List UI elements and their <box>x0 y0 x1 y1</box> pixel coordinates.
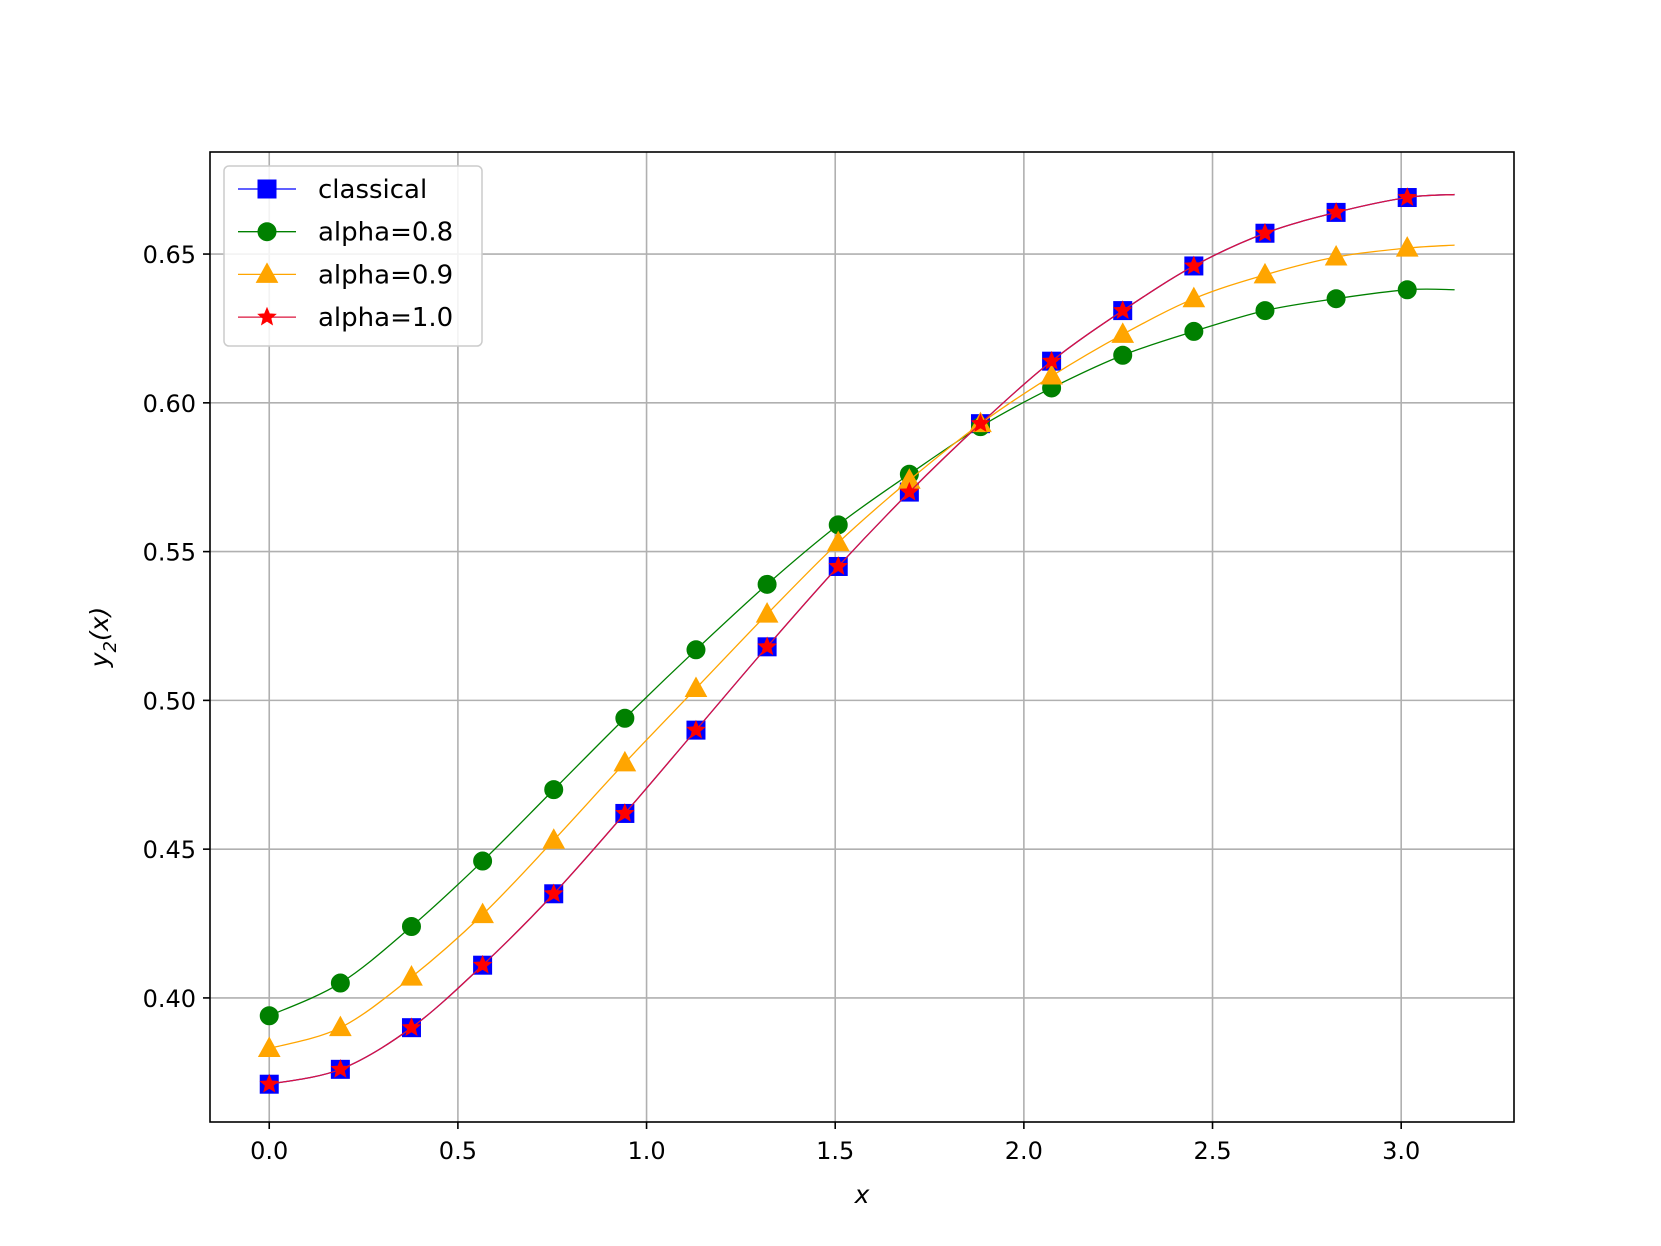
data-point <box>1326 289 1346 309</box>
data-point <box>757 636 777 656</box>
data-point <box>828 556 849 575</box>
x-tick-label: 1.0 <box>627 1137 665 1165</box>
data-point <box>329 1015 352 1037</box>
legend-entries: classical alpha=0.8 alpha=0.9 alpha=1.0 <box>238 175 453 333</box>
data-point <box>1111 322 1135 343</box>
data-point <box>543 883 564 903</box>
data-point <box>757 574 777 594</box>
data-point <box>970 413 991 433</box>
data-point <box>472 954 493 974</box>
legend-box <box>223 165 483 347</box>
y-tick-label: 0.65 <box>143 241 196 269</box>
y-axis-label-rest: (x) <box>85 607 114 641</box>
data-point <box>1041 350 1062 370</box>
data-point <box>544 780 564 800</box>
y-axis-label: y2(x) <box>85 607 121 669</box>
legend-label: alpha=0.8 <box>318 218 453 248</box>
y-tick-label: 0.45 <box>143 836 196 864</box>
legend-marker <box>257 222 277 242</box>
data-point <box>1324 245 1348 266</box>
data-point <box>686 640 706 660</box>
data-point <box>1395 236 1419 257</box>
legend-label: classical <box>318 175 427 205</box>
y-axis-label-main: y <box>85 651 114 668</box>
plot-frame <box>209 151 1515 1123</box>
legend-label: alpha=1.0 <box>318 303 453 333</box>
data-point <box>1255 301 1275 321</box>
series-4 <box>259 187 1455 1093</box>
x-tick-label: 2.5 <box>1193 1137 1231 1165</box>
legend-marker <box>255 262 279 283</box>
data-point <box>1112 300 1133 319</box>
data-point <box>1040 364 1063 385</box>
data-point <box>615 803 635 822</box>
data-point <box>330 1059 351 1078</box>
legend-entry: alpha=0.9 <box>238 260 453 290</box>
y-axis-label-subscript: 2 <box>100 641 121 652</box>
data-point <box>1184 255 1204 275</box>
data-point <box>542 828 566 849</box>
x-axis-ticks: 0.0 0.5 1.0 1.5 2.0 2.5 3.0 <box>250 1122 1420 1165</box>
data-point <box>1184 321 1204 341</box>
data-point <box>259 1006 279 1026</box>
data-point <box>473 851 493 871</box>
data-point <box>259 1073 280 1093</box>
y-tick-label: 0.40 <box>143 985 196 1013</box>
legend-entry: alpha=1.0 <box>238 303 453 333</box>
legend-entry: alpha=0.8 <box>238 218 453 248</box>
grid-lines <box>210 152 1514 1122</box>
series-3 <box>257 236 1455 1058</box>
data-point <box>755 602 779 623</box>
x-tick-label: 3.0 <box>1382 1137 1420 1165</box>
legend-marker <box>257 179 277 199</box>
data-point <box>330 973 350 993</box>
data-point <box>1255 222 1275 242</box>
x-tick-label: 1.5 <box>816 1137 854 1165</box>
y-axis-label-group: y2(x) <box>85 607 121 669</box>
data-point <box>1326 202 1346 221</box>
series-layer <box>257 187 1455 1094</box>
data-point <box>684 676 708 697</box>
data-point <box>471 902 494 924</box>
legend-entry: classical <box>238 175 427 205</box>
legend: classical alpha=0.8 alpha=0.9 alpha=1.0 <box>223 165 483 347</box>
legend-label: alpha=0.9 <box>318 260 453 290</box>
x-tick-label: 0.5 <box>439 1137 477 1165</box>
data-point <box>1182 286 1206 308</box>
data-point <box>1253 262 1277 284</box>
data-point <box>615 708 635 728</box>
x-tick-label: 0.0 <box>250 1137 288 1165</box>
x-axis-label: x <box>854 1180 870 1209</box>
data-point <box>613 750 637 772</box>
data-point <box>1113 345 1133 365</box>
data-point <box>826 530 850 552</box>
series-2 <box>259 280 1455 1026</box>
data-point <box>401 1017 422 1037</box>
data-point <box>401 917 421 937</box>
data-point <box>400 965 423 986</box>
data-point <box>686 719 706 739</box>
data-point <box>257 1036 281 1058</box>
data-point <box>1397 280 1417 300</box>
y-tick-label: 0.60 <box>143 390 196 418</box>
legend-marker <box>257 306 277 326</box>
x-tick-label: 2.0 <box>1005 1137 1043 1165</box>
data-point <box>899 481 920 501</box>
data-point <box>1397 187 1418 206</box>
y-tick-label: 0.50 <box>143 687 196 715</box>
y-tick-label: 0.55 <box>143 539 196 567</box>
y-axis-ticks: 0.40 0.45 0.50 0.55 0.60 0.65 <box>143 241 210 1013</box>
